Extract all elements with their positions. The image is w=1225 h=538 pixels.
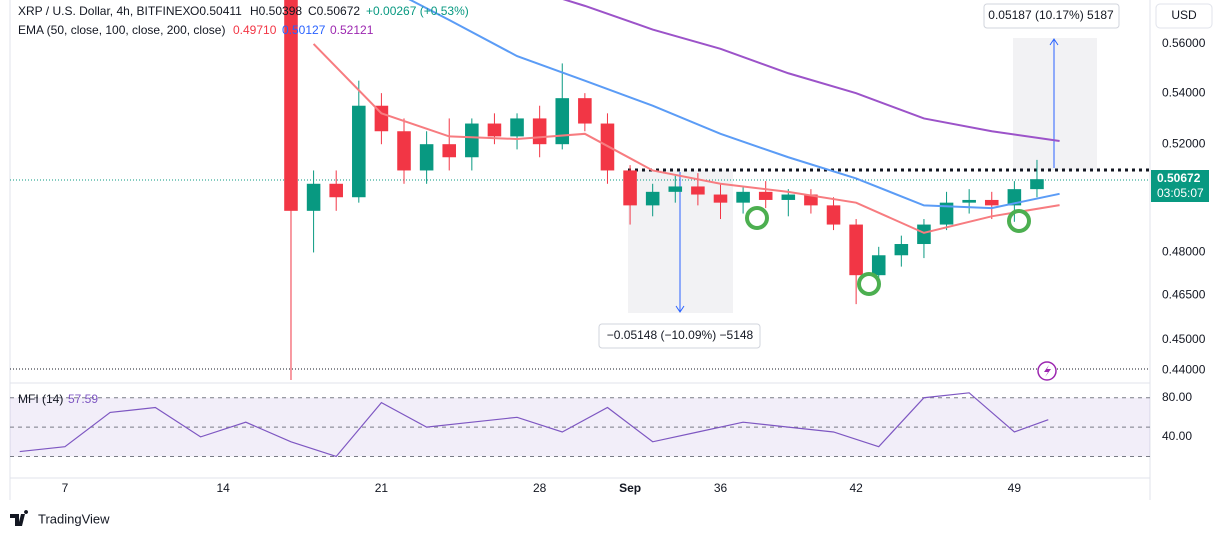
ema-line [312,43,1060,234]
ohlc: H0.50398 [250,4,302,18]
annotation-circle [857,272,881,296]
y-tick-label: 0.45000 [1162,332,1206,346]
candle-body [623,170,637,206]
candle-body [917,224,931,245]
measure-box [983,3,1120,29]
candle-body [306,183,321,211]
logo-mark [10,510,29,526]
candle-body [668,186,683,192]
countdown: 03:05:07 [1157,186,1204,200]
measure-arrowhead [675,305,685,313]
y-tick-label: 0.54000 [1162,85,1206,99]
candle-body [826,205,841,225]
y-tick-label: 80.00 [1162,390,1192,404]
candle-body [510,118,524,137]
candle-body [419,144,434,171]
y-tick-label: 0.56000 [1162,36,1206,50]
y-tick-label: 0.46500 [1162,288,1206,302]
candle-body [849,224,863,276]
mfi-line [19,392,1049,458]
candle-body [736,191,750,203]
y-tick-label: 0.52000 [1162,136,1206,150]
candle-body [962,199,976,203]
x-tick-label: 28 [533,481,547,495]
candle-body [397,131,411,171]
candle-body [804,194,818,206]
candle-body [374,105,389,132]
ema-title: EMA (50, close, 100, close, 200, close) [18,23,225,37]
candle-body [713,194,728,203]
indicator-value: 57.59 [68,392,98,406]
candle-body [532,118,547,145]
x-tick-label: Sep [619,481,641,495]
candle-body [1007,189,1022,206]
measure-box [598,323,761,349]
candle-body [352,105,366,198]
y-tick-label: 0.44000 [1162,362,1206,376]
candle-body [939,202,954,225]
measure-arrowhead [1049,38,1059,46]
x-tick-label: 7 [62,481,69,495]
currency: USD [1171,8,1197,22]
measure-down-label: −0.05148 (−10.09%) −5148 [607,328,754,342]
ema-value: 0.49710 [233,23,277,37]
ema-line [562,0,1060,143]
candle-body [465,123,479,158]
candle-body [758,191,773,200]
candle-body [984,199,999,206]
measure-range-up [1013,38,1097,170]
candle-body [691,186,705,195]
x-tick-label: 14 [216,481,230,495]
candle-body [894,244,909,256]
y-tick-label: 0.48000 [1162,245,1206,259]
currency-button[interactable] [1155,3,1213,29]
ema-value: 0.52121 [330,23,374,37]
x-tick-label: 42 [849,481,863,495]
candle-body [555,98,570,145]
logo: TradingView [38,511,110,526]
measure-up-label: 0.05187 (10.17%) 5187 [988,8,1114,22]
candle-body [284,0,298,211]
price-tag-value: 0.50672 [1157,171,1201,185]
annotation-circle [1007,209,1031,233]
candle-body [781,194,796,200]
candle-body [329,183,343,198]
indicator-title: MFI (14) [18,392,63,406]
change: +0.00267 (+0.53%) [366,4,469,18]
price-tag [1151,170,1209,202]
ema-line [408,0,1060,210]
candle-body [1030,179,1044,190]
ohlc: O0.50411 [190,4,242,18]
y-tick-label: 40.00 [1162,429,1192,443]
annotation-circle [745,206,769,230]
x-tick-label: 21 [375,481,389,495]
symbol: XRP / U.S. Dollar, 4h, BITFINEX [18,4,191,18]
candle-body [578,98,592,124]
ohlc: C0.50672 [308,4,360,18]
candle-body [871,255,886,276]
event-bolt [1044,365,1051,377]
candle-body [645,191,660,206]
ema-value: 0.50127 [282,23,326,37]
candle-body [442,144,457,158]
x-tick-label: 36 [714,481,728,495]
candle-body [487,123,502,137]
x-tick-label: 49 [1008,481,1022,495]
